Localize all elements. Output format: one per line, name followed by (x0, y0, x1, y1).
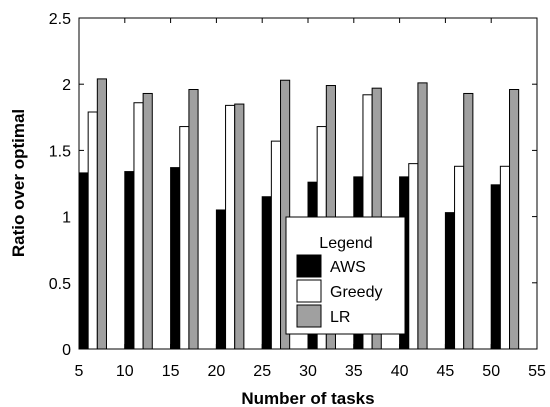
bar-lr-10 (142, 92, 153, 350)
bar-greedy-40 (408, 163, 419, 350)
x-tick-label-45: 45 (437, 363, 455, 380)
bar-aws-15 (170, 167, 181, 350)
bar-aws-50 (490, 184, 501, 350)
bar-aws-25 (261, 196, 272, 350)
x-tick-label-55: 55 (528, 363, 546, 380)
legend-title: Legend (319, 235, 372, 252)
bar-aws-20 (215, 209, 227, 350)
bar-aws-5 (78, 172, 89, 350)
bar-greedy-10 (133, 102, 144, 350)
y-tick-label-0: 0 (62, 342, 71, 359)
bar-greedy-45 (454, 165, 465, 350)
x-tick-label-40: 40 (391, 363, 409, 380)
legend-swatch-aws (296, 254, 322, 278)
ticks-layer: 5 10 15 20 25 30 35 40 45 50 55 0 0.5 1 1.5 2 2.5 (49, 11, 546, 380)
y-tick-label-2: 2 (62, 77, 71, 94)
bar-aws-45 (444, 212, 456, 350)
y-tick-label-1: 1 (62, 210, 71, 227)
bar-lr-5 (96, 78, 107, 350)
y-tick-label-0-5: 0.5 (49, 276, 71, 293)
bar-greedy-25 (270, 140, 282, 350)
bar-greedy-50 (499, 165, 511, 350)
legend-label-lr: LR (330, 309, 350, 326)
legend: Legend AWS Greedy LR (285, 216, 406, 335)
x-axis-title: Number of tasks (241, 389, 374, 407)
x-tick-label-20: 20 (208, 363, 226, 380)
x-tick-label-30: 30 (299, 363, 317, 380)
bar-greedy-5 (87, 111, 98, 350)
x-tick-label-25: 25 (253, 363, 271, 380)
y-axis-title: Ratio over optimal (9, 109, 28, 257)
x-tick-label-15: 15 (162, 363, 180, 380)
bar-lr-15 (188, 89, 199, 350)
y-tick-label-1-5: 1.5 (49, 143, 71, 160)
bar-greedy-20 (225, 104, 236, 350)
legend-label-greedy: Greedy (330, 284, 382, 301)
x-tick-label-5: 5 (75, 363, 84, 380)
bar-lr-20 (234, 103, 245, 350)
x-tick-label-10: 10 (116, 363, 134, 380)
x-tick-label-35: 35 (345, 363, 363, 380)
legend-swatch-lr (296, 304, 322, 328)
x-tick-label-50: 50 (482, 363, 500, 380)
bar-greedy-15 (179, 126, 190, 350)
bar-lr-50 (509, 89, 520, 350)
y-tick-label-2-5: 2.5 (49, 11, 71, 28)
bar-lr-40 (417, 82, 428, 350)
bar-lr-45 (463, 92, 474, 350)
legend-swatch-greedy (296, 279, 322, 303)
legend-label-aws: AWS (330, 259, 366, 276)
bar-aws-10 (124, 171, 135, 350)
